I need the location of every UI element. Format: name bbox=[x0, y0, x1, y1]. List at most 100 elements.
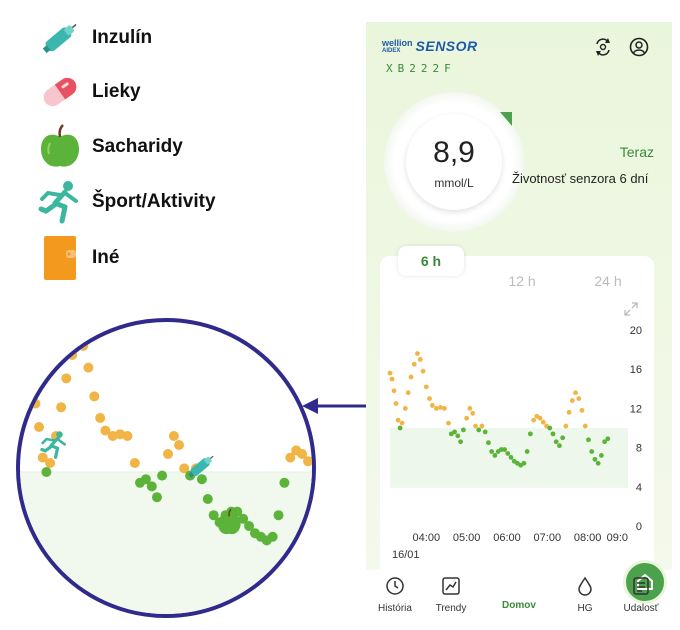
zoom-glucose-point bbox=[151, 492, 162, 503]
glucose-point bbox=[442, 406, 447, 411]
runner-icon bbox=[38, 178, 82, 226]
nav-label: HG bbox=[577, 603, 593, 614]
glucose-point bbox=[569, 398, 575, 403]
glucose-point bbox=[521, 460, 527, 466]
date-label: 16/01 bbox=[392, 549, 420, 561]
glucose-point bbox=[395, 417, 401, 423]
glucose-point bbox=[605, 436, 611, 442]
sensor-app-screen: wellion AIDEX SENSOR XB222F 8,9 mmol/L T… bbox=[366, 22, 672, 620]
zoom-glucose-point bbox=[273, 510, 284, 521]
glucose-point bbox=[598, 453, 604, 458]
trend-indicator bbox=[500, 112, 512, 126]
zoom-glucose-point bbox=[41, 467, 52, 477]
zoom-glucose-point bbox=[208, 510, 219, 521]
glucose-point bbox=[531, 417, 537, 423]
glucose-point bbox=[389, 376, 395, 382]
expand-icon[interactable] bbox=[624, 302, 638, 316]
glucose-point bbox=[502, 447, 507, 452]
zoom-glucose-point bbox=[30, 398, 41, 409]
apple-icon bbox=[38, 123, 82, 171]
glucose-point bbox=[393, 401, 399, 406]
zoom-glucose-point bbox=[78, 341, 89, 351]
glucose-point bbox=[540, 419, 546, 425]
zoom-glucose-point bbox=[146, 481, 157, 492]
zoom-arrow bbox=[302, 398, 368, 414]
legend-item-other: Iné bbox=[38, 234, 119, 282]
zoom-magnifier bbox=[16, 318, 316, 618]
legend-item-carbs: Sacharidy bbox=[38, 123, 183, 171]
glucose-point bbox=[479, 423, 485, 429]
glucose-gauge: 8,9 mmol/L bbox=[384, 92, 524, 232]
nav-label: História bbox=[378, 603, 412, 614]
event-icon bbox=[633, 577, 649, 595]
zoom-glucose-point bbox=[267, 531, 278, 542]
glucose-point bbox=[563, 423, 569, 429]
zoom-glucose-point bbox=[67, 350, 78, 360]
y-tick-label: 8 bbox=[636, 443, 642, 455]
nav-history[interactable]: História bbox=[370, 576, 420, 614]
brand-small-top: wellion bbox=[382, 37, 413, 48]
zoom-glucose-point bbox=[303, 456, 312, 467]
zoom-glucose-point bbox=[297, 449, 308, 459]
glucose-point bbox=[576, 396, 582, 401]
glucose-point bbox=[586, 437, 591, 443]
zoom-glucose-point bbox=[73, 330, 84, 341]
nav-home[interactable]: Domov bbox=[493, 560, 667, 611]
glucose-point bbox=[566, 409, 572, 415]
glucose-point bbox=[433, 406, 439, 411]
glucose-point bbox=[492, 453, 498, 458]
glucose-point bbox=[553, 439, 559, 445]
nav-hg[interactable]: HG bbox=[560, 576, 610, 614]
zoom-glucose-point bbox=[196, 474, 207, 485]
glucose-unit: mmol/L bbox=[434, 176, 474, 190]
tab-6h[interactable]: 6 h bbox=[398, 246, 464, 276]
glucose-point bbox=[399, 420, 405, 426]
zoom-glucose-point bbox=[95, 413, 106, 423]
sensor-serial: XB222F bbox=[386, 62, 456, 75]
glucose-point bbox=[467, 406, 473, 411]
y-tick-label: 16 bbox=[630, 364, 642, 376]
trend-icon bbox=[442, 577, 460, 595]
glucose-point bbox=[537, 415, 543, 421]
zoom-glucose-point bbox=[244, 521, 255, 531]
tab-24h[interactable]: 24 h bbox=[594, 273, 622, 289]
sensor-swap-icon[interactable] bbox=[592, 36, 614, 58]
glucose-point bbox=[489, 449, 495, 454]
pill-icon bbox=[38, 68, 82, 116]
insulin-pen-icon bbox=[188, 455, 214, 478]
legend-item-insulin: Inzulín bbox=[38, 14, 152, 62]
nav-event[interactable]: Udalosť bbox=[616, 576, 666, 614]
y-tick-label: 20 bbox=[630, 325, 642, 337]
glucose-point bbox=[602, 439, 608, 445]
legend-label: Sacharidy bbox=[92, 136, 183, 157]
glucose-point bbox=[415, 351, 420, 356]
nav-trends[interactable]: Trendy bbox=[426, 576, 476, 614]
zoom-glucose-point bbox=[56, 402, 67, 413]
profile-icon[interactable] bbox=[628, 36, 650, 58]
zoom-glucose-point bbox=[279, 477, 290, 488]
glucose-point bbox=[486, 440, 491, 446]
glucose-point bbox=[408, 374, 414, 380]
sensor-life: Životnosť senzora 6 dní bbox=[512, 171, 649, 186]
glucose-point bbox=[557, 443, 562, 449]
glucose-point bbox=[505, 451, 511, 456]
zoom-glucose-point bbox=[202, 494, 213, 504]
x-tick-label: 05:00 bbox=[453, 532, 481, 544]
glucose-point bbox=[470, 410, 476, 416]
zoom-glucose-point bbox=[89, 391, 100, 402]
zoom-glucose-point bbox=[179, 463, 190, 474]
zoom-glucose-point bbox=[168, 431, 179, 441]
glucose-point bbox=[446, 420, 451, 426]
y-tick-label: 4 bbox=[636, 482, 642, 494]
legend-label: Šport/Aktivity bbox=[92, 191, 216, 212]
apple-icon bbox=[217, 508, 241, 535]
x-tick-label: 09:0 bbox=[607, 532, 628, 544]
glucose-point bbox=[550, 431, 556, 437]
legend-label: Iné bbox=[92, 247, 120, 268]
glucose-point bbox=[427, 396, 432, 401]
tab-12h[interactable]: 12 h bbox=[508, 273, 536, 289]
zoom-glucose-point bbox=[34, 422, 45, 432]
nav-label: Udalosť bbox=[623, 603, 659, 614]
zoom-glucose-point bbox=[232, 506, 243, 517]
legend-item-medication: Lieky bbox=[38, 68, 141, 116]
